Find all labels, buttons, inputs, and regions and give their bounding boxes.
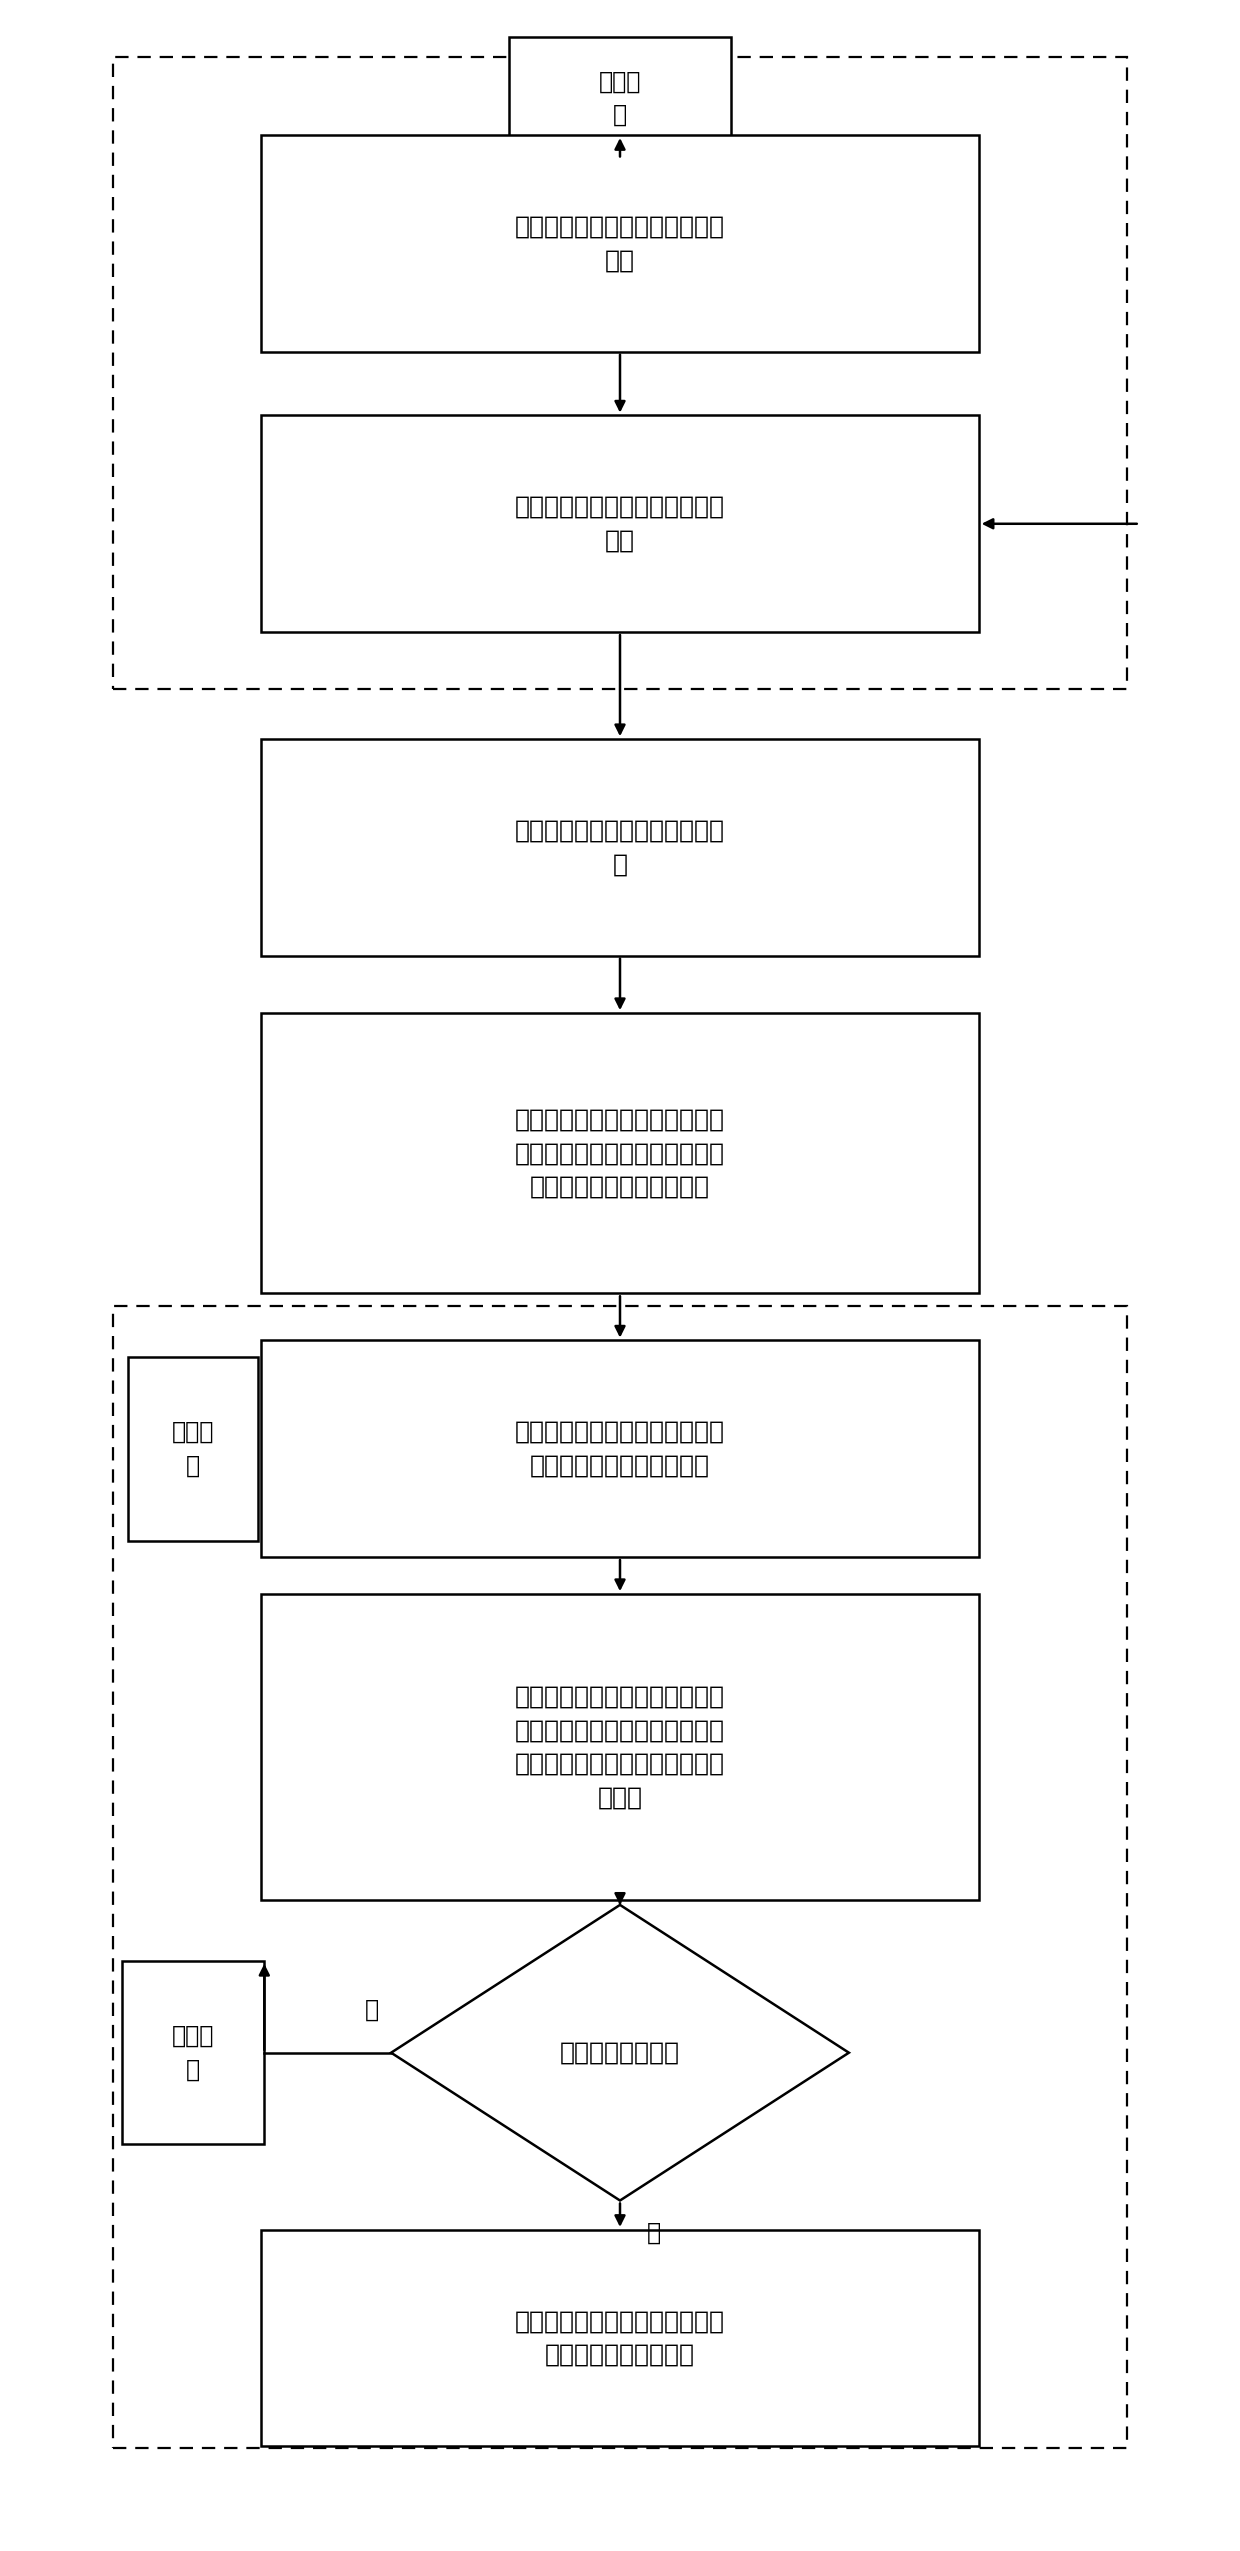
Bar [262, 1013, 978, 1293]
Bar [262, 416, 978, 633]
Text: 用户出行结束，电动汽车联网，
用户输入次日出行起始时刻: 用户出行结束，电动汽车联网， 用户输入次日出行起始时刻 [515, 1421, 725, 1477]
Text: 以平抑配电网有功功率波动等为
目标对电动汽车进行调度，对每
个子群分别制定充放电策略: 以平抑配电网有功功率波动等为 目标对电动汽车进行调度，对每 个子群分别制定充放电… [515, 1107, 725, 1199]
Bar [262, 2230, 978, 2446]
Text: 通过分群机制对电动汽车进行分
群: 通过分群机制对电动汽车进行分 群 [515, 819, 725, 875]
Polygon shape [391, 1906, 849, 2202]
Bar [113, 1306, 1127, 2446]
Bar [122, 1962, 264, 2145]
Text: 是否满足调度条件: 是否满足调度条件 [560, 2041, 680, 2064]
Text: 否: 否 [365, 1997, 378, 2023]
Text: 建立电动汽车日内出行情况统计
模型: 建立电动汽车日内出行情况统计 模型 [515, 495, 725, 554]
Bar [113, 59, 1127, 689]
Bar [262, 1339, 978, 1556]
Text: 策略执
行: 策略执 行 [172, 1421, 215, 1477]
Text: 策略制
定: 策略制 定 [599, 69, 641, 128]
Bar [262, 740, 978, 957]
Bar [508, 38, 732, 158]
Text: 立即充
电: 立即充 电 [172, 2023, 215, 2082]
Text: 是: 是 [647, 2222, 661, 2245]
Bar [262, 1594, 978, 1900]
Text: 单量电动汽车根据其所属子群的
充放电策略进行充放电: 单量电动汽车根据其所属子群的 充放电策略进行充放电 [515, 2309, 725, 2367]
Text: 电力系统收集电动汽车用户出行
数据: 电力系统收集电动汽车用户出行 数据 [515, 214, 725, 273]
Bar [262, 135, 978, 352]
Bar [128, 1357, 258, 1541]
Text: 电力系统获得单量电动汽车出行
结束时刻、所需充电时长、次日
出行起始时刻等数据，判断其所
属子群: 电力系统获得单量电动汽车出行 结束时刻、所需充电时长、次日 出行起始时刻等数据，… [515, 1684, 725, 1809]
